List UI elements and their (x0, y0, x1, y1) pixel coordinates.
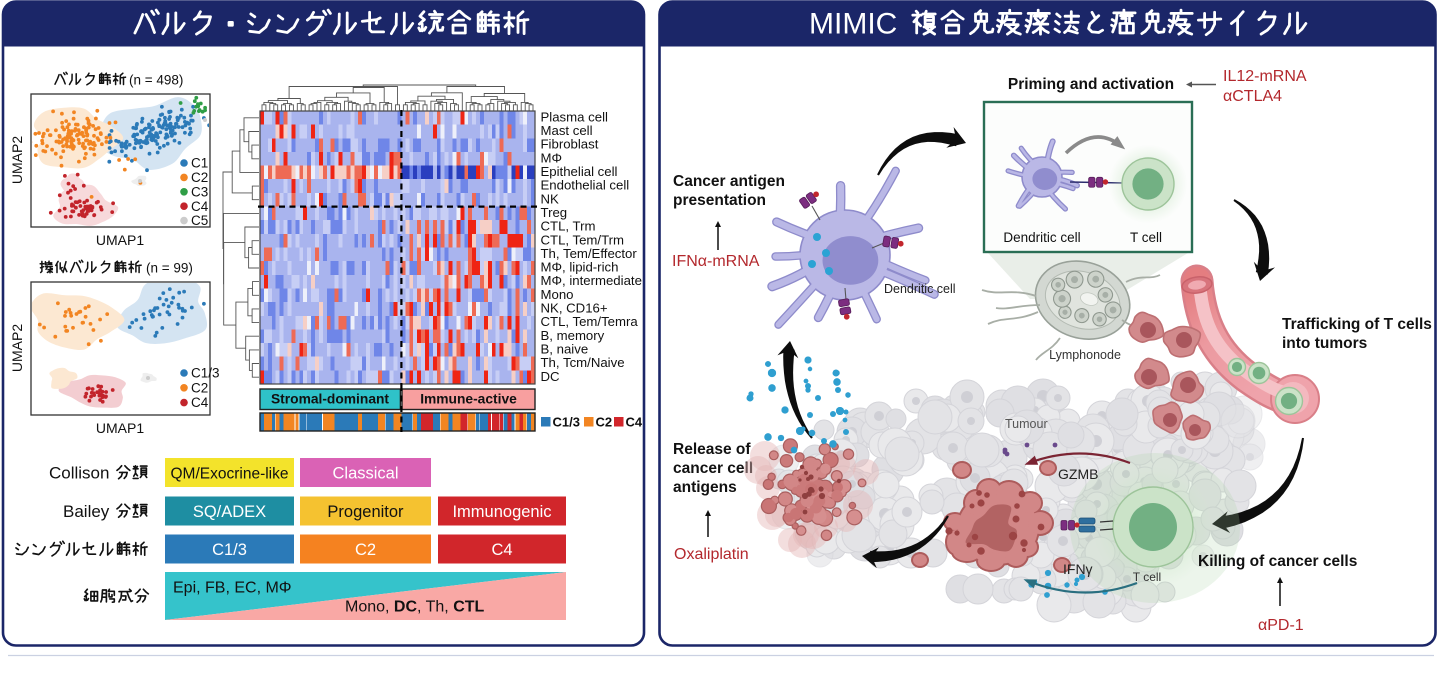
svg-text:C5: C5 (191, 213, 208, 228)
svg-text:DC: DC (541, 369, 561, 384)
svg-text:Mast cell: Mast cell (541, 123, 593, 138)
svg-text:Stromal-dominant: Stromal-dominant (271, 392, 389, 407)
svg-text:C2: C2 (191, 170, 208, 185)
svg-text:B, naive: B, naive (541, 341, 589, 356)
svg-text:NK, CD16+: NK, CD16+ (541, 301, 608, 316)
svg-text:C2: C2 (191, 380, 208, 395)
svg-text:T cell: T cell (1130, 230, 1162, 245)
svg-text:Killing of cancer cells: Killing of cancer cells (1198, 553, 1357, 570)
svg-text:QM/Exocrine-like: QM/Exocrine-like (171, 465, 289, 482)
svg-text:Epithelial cell: Epithelial cell (541, 164, 618, 179)
svg-text:Cancer antigen: Cancer antigen (673, 173, 785, 190)
svg-text:UMAP2: UMAP2 (9, 136, 25, 184)
svg-text:MΦ, intermediate: MΦ, intermediate (541, 273, 642, 288)
svg-text:Mono: Mono (541, 287, 574, 302)
svg-text:(n = 99): (n = 99) (146, 261, 193, 276)
svg-text:C4: C4 (491, 541, 512, 559)
svg-text:Bailey: Bailey (63, 502, 110, 521)
svg-text:C2: C2 (355, 541, 376, 559)
svg-text:MIMIC: MIMIC (809, 8, 897, 41)
svg-text:MΦ: MΦ (541, 150, 563, 165)
svg-text:UMAP1: UMAP1 (96, 420, 144, 436)
svg-text:C2: C2 (596, 415, 613, 430)
svg-text:UMAP2: UMAP2 (9, 324, 25, 372)
svg-text:T cell: T cell (1133, 570, 1161, 584)
svg-text:Th, Tem/Effector: Th, Tem/Effector (541, 246, 638, 261)
svg-text:presentation: presentation (673, 192, 766, 209)
svg-text:NK: NK (541, 191, 560, 206)
svg-text:Lymphonode: Lymphonode (1049, 348, 1121, 362)
svg-text:Classical: Classical (332, 464, 398, 482)
svg-text:antigens: antigens (673, 479, 737, 496)
svg-text:αPD-1: αPD-1 (1258, 617, 1304, 634)
svg-text:UMAP1: UMAP1 (96, 232, 144, 248)
svg-text:Tumour: Tumour (1005, 417, 1048, 431)
svg-text:CTL, Tem/Temra: CTL, Tem/Temra (541, 314, 639, 329)
svg-text:MΦ, lipid-rich: MΦ, lipid-rich (541, 260, 619, 275)
svg-text:Dendritic cell: Dendritic cell (1003, 230, 1080, 245)
svg-text:C4: C4 (191, 199, 209, 214)
svg-text:Fibroblast: Fibroblast (541, 137, 599, 152)
svg-text:C3: C3 (191, 184, 208, 199)
svg-text:Treg: Treg (541, 205, 568, 220)
svg-text:Priming and activation: Priming and activation (1008, 76, 1174, 93)
svg-text:Plasma cell: Plasma cell (541, 109, 608, 124)
svg-text:IFNγ: IFNγ (1063, 561, 1093, 577)
svg-text:Oxaliplatin: Oxaliplatin (674, 546, 749, 563)
svg-text:C1/3: C1/3 (212, 541, 247, 559)
svg-text:C4: C4 (191, 395, 209, 410)
svg-text:Endothelial cell: Endothelial cell (541, 178, 630, 193)
svg-text:C1: C1 (191, 156, 208, 171)
svg-text:CTL, Tem/Trm: CTL, Tem/Trm (541, 232, 625, 247)
svg-text:SQ/ADEX: SQ/ADEX (193, 503, 266, 521)
svg-text:Dendritic cell: Dendritic cell (884, 282, 956, 296)
svg-text:C4: C4 (626, 415, 643, 430)
svg-text:IFNα-mRNA: IFNα-mRNA (672, 253, 760, 270)
svg-text:Progenitor: Progenitor (327, 503, 404, 521)
svg-text:GZMB: GZMB (1058, 466, 1098, 482)
svg-text:into tumors: into tumors (1282, 335, 1367, 352)
svg-text:Th, Tcm/Naive: Th, Tcm/Naive (541, 355, 625, 370)
svg-text:(n = 498): (n = 498) (129, 73, 183, 88)
svg-text:cancer cell: cancer cell (673, 460, 753, 477)
svg-text:B, memory: B, memory (541, 328, 605, 343)
svg-text:IL12-mRNA: IL12-mRNA (1223, 68, 1307, 85)
svg-text:CTL, Trm: CTL, Trm (541, 219, 596, 234)
svg-text:Immunogenic: Immunogenic (452, 503, 551, 521)
svg-text:αCTLA4: αCTLA4 (1223, 88, 1282, 105)
svg-text:Collison: Collison (49, 464, 109, 483)
svg-text:Mono, DC, Th, CTL: Mono, DC, Th, CTL (345, 599, 485, 616)
svg-text:Release of: Release of (673, 441, 751, 458)
svg-text:C1/3: C1/3 (553, 415, 580, 430)
svg-text:Epi, FB, EC, MΦ: Epi, FB, EC, MΦ (173, 580, 292, 597)
svg-text:Immune-active: Immune-active (420, 392, 517, 407)
svg-text:Trafficking of T cells: Trafficking of T cells (1282, 316, 1432, 333)
svg-text:C1/3: C1/3 (191, 366, 220, 381)
